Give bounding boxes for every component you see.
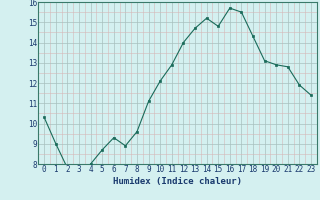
X-axis label: Humidex (Indice chaleur): Humidex (Indice chaleur) xyxy=(113,177,242,186)
